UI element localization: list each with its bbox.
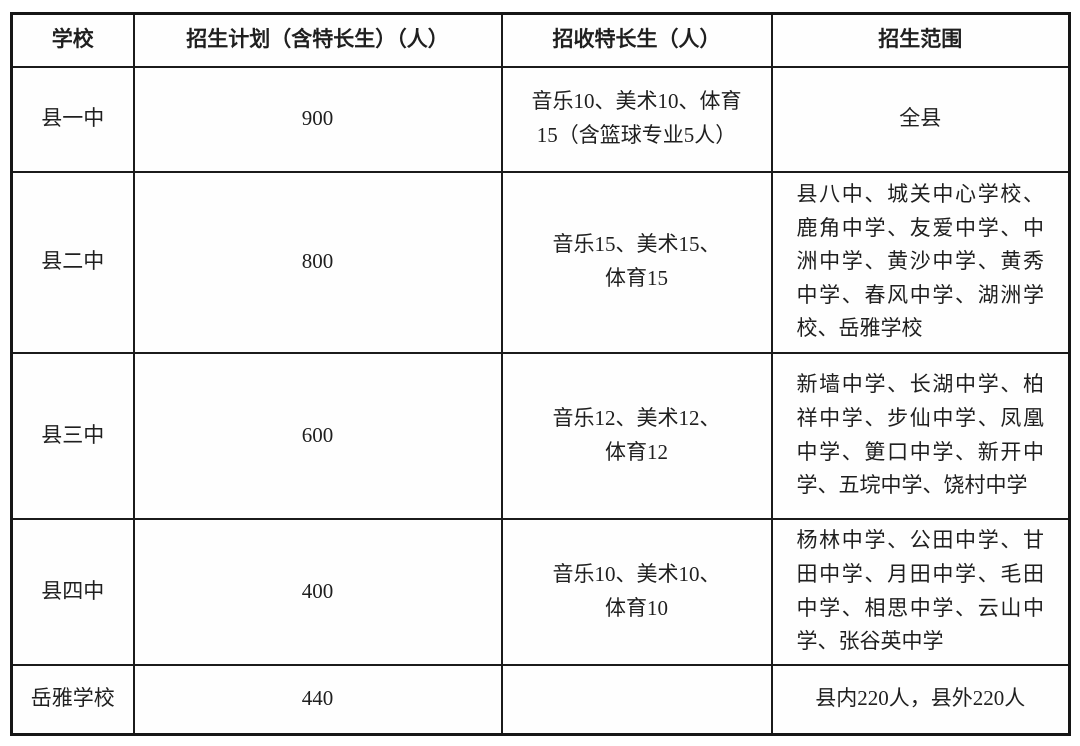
- cell-school: 县四中: [10, 517, 135, 666]
- cell-plan: 400: [132, 517, 503, 666]
- table-row: 县二中 800 音乐15、美术15、 体育15 县八中、城关中心学校、鹿角中学、…: [10, 170, 1071, 354]
- col-header-plan: 招生计划（含特长生）（人）: [132, 12, 503, 68]
- cell-special: 音乐15、美术15、 体育15: [500, 170, 773, 354]
- cell-scope: 全县: [770, 65, 1071, 173]
- table-row: 县四中 400 音乐10、美术10、 体育10 杨林中学、公田中学、甘田中学、月…: [10, 517, 1071, 666]
- cell-special: 音乐10、美术10、体育 15（含篮球专业5人）: [500, 65, 773, 173]
- cell-special: 音乐12、美术12、 体育12: [500, 351, 773, 520]
- cell-school: 县一中: [10, 65, 135, 173]
- cell-school: 岳雅学校: [10, 663, 135, 736]
- table-row: 县三中 600 音乐12、美术12、 体育12 新墙中学、长湖中学、柏祥中学、步…: [10, 351, 1071, 520]
- col-header-school: 学校: [10, 12, 135, 68]
- cell-plan: 600: [132, 351, 503, 520]
- header-row: 学校 招生计划（含特长生）（人） 招收特长生（人） 招生范围: [10, 12, 1071, 68]
- cell-special: 音乐10、美术10、 体育10: [500, 517, 773, 666]
- cell-plan: 900: [132, 65, 503, 173]
- table-row: 县一中 900 音乐10、美术10、体育 15（含篮球专业5人） 全县: [10, 65, 1071, 173]
- cell-scope: 新墙中学、长湖中学、柏祥中学、步仙中学、凤凰中学、筻口中学、新开中学、五垸中学、…: [770, 351, 1071, 520]
- cell-scope: 县内220人，县外220人: [770, 663, 1071, 736]
- cell-scope: 县八中、城关中心学校、鹿角中学、友爱中学、中洲中学、黄沙中学、黄秀中学、春风中学…: [770, 170, 1071, 354]
- cell-school: 县三中: [10, 351, 135, 520]
- cell-plan: 440: [132, 663, 503, 736]
- cell-special: [500, 663, 773, 736]
- cell-scope: 杨林中学、公田中学、甘田中学、月田中学、毛田中学、相思中学、云山中学、张谷英中学: [770, 517, 1071, 666]
- table-row: 岳雅学校 440 县内220人，县外220人: [10, 663, 1071, 736]
- cell-plan: 800: [132, 170, 503, 354]
- col-header-scope: 招生范围: [770, 12, 1071, 68]
- enrollment-table: 学校 招生计划（含特长生）（人） 招收特长生（人） 招生范围 县一中 900 音…: [10, 12, 1071, 736]
- cell-school: 县二中: [10, 170, 135, 354]
- col-header-special: 招收特长生（人）: [500, 12, 773, 68]
